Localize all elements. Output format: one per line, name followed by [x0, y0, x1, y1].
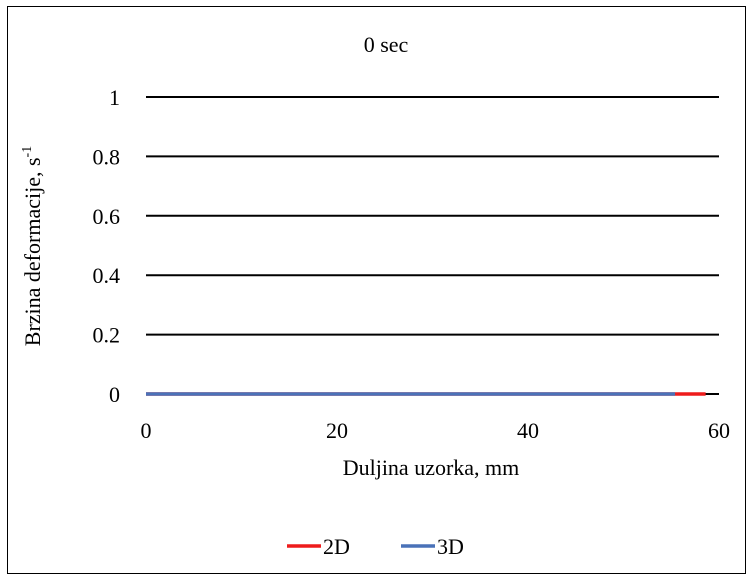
x-tick-label: 0 — [141, 418, 152, 443]
chart-title: 0 sec — [364, 32, 409, 57]
chart-frame — [7, 6, 746, 574]
y-axis-label-text: Brzina deformacije, s — [20, 157, 45, 346]
y-tick-label: 0.2 — [93, 323, 121, 348]
x-tick-label: 20 — [326, 418, 348, 443]
legend-label-2d: 2D — [323, 534, 350, 559]
y-tick-label: 0.4 — [93, 263, 121, 288]
y-axis-label: Brzina deformacije, s-1 — [20, 146, 45, 346]
y-tick-label: 0.8 — [93, 144, 121, 169]
legend: 2D 3D — [287, 534, 464, 559]
x-tick-label: 60 — [708, 418, 730, 443]
gridlines — [146, 96, 719, 395]
y-tick-label: 0 — [109, 382, 120, 407]
y-tick-label: 0.6 — [93, 204, 121, 229]
y-axis-label-superscript: -1 — [20, 146, 35, 158]
legend-label-3d: 3D — [437, 534, 464, 559]
y-tick-label: 1 — [109, 85, 120, 110]
x-tick-labels: 0 20 40 60 — [141, 418, 731, 443]
x-axis-label: Duljina uzorka, mm — [343, 455, 520, 480]
x-tick-label: 40 — [517, 418, 539, 443]
y-tick-labels: 0 0.2 0.4 0.6 0.8 1 — [93, 85, 121, 407]
